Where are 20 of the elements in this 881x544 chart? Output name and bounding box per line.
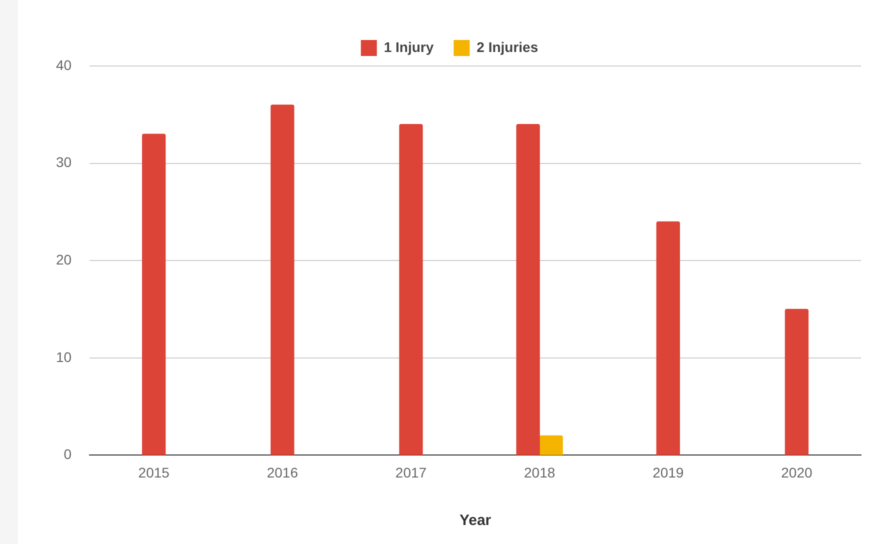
y-tick-label: 20	[56, 251, 72, 268]
y-tick-label: 40	[56, 56, 72, 73]
x-tick-label: 2020	[781, 464, 812, 480]
bar	[270, 104, 294, 456]
x-tick-label: 2019	[652, 464, 684, 480]
y-tick-label: 10	[56, 348, 72, 365]
y-tick-label: 0	[64, 446, 72, 462]
x-tick-label: 2017	[395, 464, 427, 480]
legend-label: 1 Injury	[384, 38, 434, 55]
bar	[539, 435, 563, 456]
legend-label: 2 Injuries	[476, 38, 538, 55]
bar	[784, 308, 809, 456]
y-tick-label: 30	[56, 154, 72, 170]
bar	[399, 124, 423, 456]
bar	[142, 134, 166, 456]
x-tick-label: 2018	[524, 464, 556, 480]
x-axis-title: Year	[459, 512, 492, 530]
x-tick-label: 2016	[266, 464, 298, 480]
x-tick-label: 2015	[138, 464, 170, 480]
bar	[656, 221, 680, 456]
